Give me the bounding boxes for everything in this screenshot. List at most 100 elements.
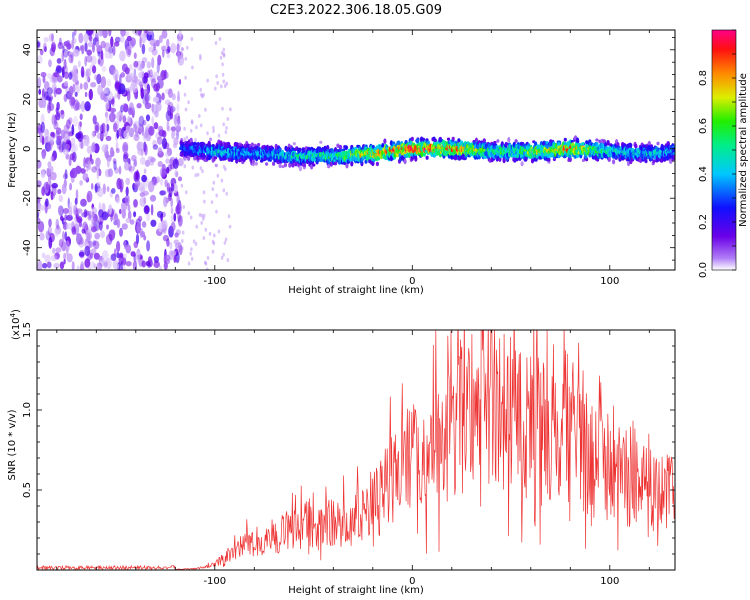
heatmap-cell bbox=[117, 127, 123, 137]
heatmap-cell bbox=[69, 182, 73, 191]
heatmap-cell bbox=[75, 189, 79, 201]
heatmap-cell bbox=[84, 245, 91, 257]
heatmap-cell bbox=[143, 88, 149, 95]
heatmap-cell bbox=[206, 131, 209, 136]
heatmap-cell bbox=[201, 169, 204, 174]
heatmap-cell bbox=[211, 187, 215, 192]
heatmap-cell bbox=[433, 138, 437, 142]
heatmap-cell bbox=[90, 183, 94, 190]
heatmap-cell bbox=[202, 236, 206, 240]
heatmap-cell bbox=[191, 65, 194, 70]
heatmap-cell bbox=[62, 230, 65, 242]
heatmap-cell bbox=[119, 208, 122, 215]
heatmap-cell bbox=[83, 81, 89, 91]
heatmap-cell bbox=[119, 74, 122, 86]
heatmap-cell bbox=[107, 168, 113, 178]
heatmap-cell bbox=[225, 81, 229, 86]
heatmap-cell bbox=[222, 122, 225, 127]
heatmap-cell bbox=[103, 260, 108, 268]
heatmap-cell bbox=[98, 221, 103, 231]
heatmap-cell bbox=[141, 260, 146, 268]
heatmap-cell bbox=[214, 41, 218, 45]
heatmap-cell bbox=[376, 156, 381, 161]
heatmap-cell bbox=[213, 233, 216, 238]
heatmap-cell bbox=[127, 48, 131, 56]
heatmap-cell bbox=[101, 65, 107, 72]
heatmap-cell bbox=[45, 129, 49, 136]
heatmap-cell bbox=[37, 77, 42, 89]
heatmap-cell bbox=[140, 87, 145, 100]
heatmap-cell bbox=[141, 43, 146, 55]
heatmap-cell bbox=[116, 252, 120, 259]
heatmap-cell bbox=[97, 59, 101, 65]
heatmap-cell bbox=[63, 71, 70, 80]
heatmap-cell bbox=[38, 88, 42, 95]
x-tick-label: 0 bbox=[409, 576, 415, 587]
heatmap-cell bbox=[97, 187, 104, 198]
heatmap-cell bbox=[48, 96, 52, 105]
heatmap-cell bbox=[138, 71, 145, 79]
heatmap-cell bbox=[113, 122, 118, 133]
heatmap-cell bbox=[161, 92, 165, 101]
heatmap-cell bbox=[656, 141, 660, 146]
spectrogram-frame bbox=[36, 29, 676, 271]
heatmap-cell bbox=[187, 261, 191, 266]
heatmap-cell bbox=[79, 121, 82, 127]
heatmap-cell bbox=[183, 137, 186, 142]
heatmap-cell bbox=[75, 86, 80, 94]
heatmap-cell bbox=[162, 220, 167, 230]
heatmap-cell bbox=[212, 241, 216, 246]
heatmap-cell bbox=[520, 161, 524, 167]
heatmap-cell bbox=[220, 50, 224, 55]
heatmap-cell bbox=[166, 238, 170, 247]
heatmap-cell bbox=[194, 138, 197, 143]
snr-series-line bbox=[37, 330, 675, 570]
heatmap-cell bbox=[173, 212, 177, 222]
heatmap-cell bbox=[192, 149, 196, 153]
heatmap-cell bbox=[105, 144, 109, 150]
heatmap-cell bbox=[410, 136, 414, 142]
heatmap-cell bbox=[457, 138, 461, 143]
heatmap-cell bbox=[226, 258, 230, 263]
heatmap-cell bbox=[212, 129, 215, 134]
heatmap-cell bbox=[97, 84, 103, 96]
heatmap-cell bbox=[126, 35, 132, 42]
heatmap-cell bbox=[50, 156, 55, 162]
heatmap-cell bbox=[174, 116, 181, 129]
heatmap-cell bbox=[149, 69, 153, 78]
heatmap-cell bbox=[156, 210, 164, 218]
y-tick-label: -20 bbox=[22, 190, 33, 206]
heatmap-cell bbox=[131, 155, 137, 162]
heatmap-cell bbox=[119, 252, 124, 259]
heatmap-cell bbox=[371, 161, 375, 167]
heatmap-cell bbox=[54, 227, 60, 237]
heatmap-cell bbox=[251, 162, 255, 167]
heatmap-cell bbox=[51, 41, 56, 53]
heatmap-cell bbox=[222, 47, 226, 52]
colorbar-tick-label: 0.2 bbox=[698, 214, 709, 230]
heatmap-cell bbox=[44, 254, 51, 264]
heatmap-cell bbox=[79, 236, 84, 245]
heatmap-cell bbox=[203, 199, 206, 204]
heatmap-cell bbox=[133, 52, 137, 59]
heatmap-cell bbox=[153, 261, 160, 268]
heatmap-cell bbox=[106, 257, 112, 270]
heatmap-cell bbox=[339, 145, 343, 149]
heatmap-cell bbox=[274, 143, 278, 150]
heatmap-cell bbox=[68, 85, 74, 97]
heatmap-cell bbox=[88, 261, 96, 269]
heatmap-cell bbox=[176, 202, 182, 215]
heatmap-cell bbox=[132, 30, 137, 34]
heatmap-cell bbox=[144, 127, 150, 139]
heatmap-cell bbox=[162, 224, 167, 235]
heatmap-cell bbox=[333, 161, 338, 166]
heatmap-cell bbox=[214, 163, 218, 168]
heatmap-cell bbox=[104, 51, 112, 59]
heatmap-cell bbox=[52, 39, 56, 45]
heatmap-cell bbox=[133, 241, 139, 249]
heatmap-cell bbox=[125, 177, 131, 186]
heatmap-cell bbox=[640, 152, 644, 157]
heatmap-cell bbox=[97, 30, 104, 37]
heatmap-cell bbox=[125, 261, 132, 267]
heatmap-cell bbox=[57, 75, 63, 83]
